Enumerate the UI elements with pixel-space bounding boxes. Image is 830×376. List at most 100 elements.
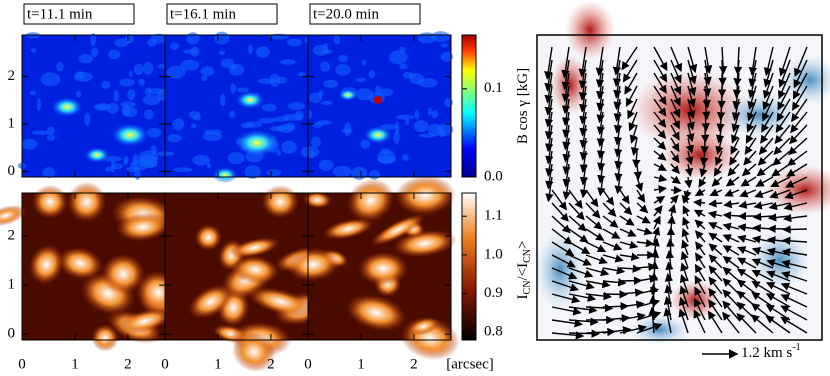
velocity-arrow (724, 188, 740, 197)
label-part: CN (522, 249, 533, 263)
x-unit: [arcsec] (446, 356, 493, 372)
velocity-arrow (619, 288, 644, 297)
field-texture (431, 110, 438, 119)
velocity-arrow (614, 163, 623, 182)
velocity-arrow (686, 111, 695, 131)
velocity-arrow (648, 306, 657, 334)
field-texture (440, 51, 453, 62)
velocity-arrow (729, 150, 740, 166)
field-texture (104, 166, 113, 172)
field-texture (393, 131, 400, 144)
field-texture (134, 166, 141, 180)
time-label: t=20.0 min (313, 6, 379, 22)
x-tick-label: 0 (304, 356, 312, 372)
field-blob (212, 167, 238, 183)
field-texture (284, 122, 296, 131)
velocity-arrow (597, 163, 606, 184)
field-texture (402, 71, 414, 79)
velocity-arrow (715, 150, 723, 167)
colorbar (461, 192, 477, 341)
field-texture (361, 59, 366, 66)
velocity-arrow (602, 202, 617, 217)
field-texture (444, 98, 453, 108)
x-tick-label: 1 (71, 356, 79, 372)
label-part: /<I (515, 263, 531, 281)
velocity-arrow (756, 163, 774, 177)
velocity-arrow (545, 176, 554, 203)
field-patch (565, 0, 615, 60)
velocity-arrow (562, 163, 571, 188)
field-texture (308, 109, 313, 120)
velocity-arrow (613, 111, 623, 134)
field-texture (130, 159, 149, 171)
velocity-arrow (770, 176, 791, 188)
field-texture (275, 76, 288, 84)
velocity-arrow (670, 59, 682, 84)
x-tick-label: 0 (18, 356, 26, 372)
velocity-arrow (737, 257, 757, 269)
velocity-arrow (568, 267, 594, 278)
granule (194, 224, 222, 251)
field-texture (236, 87, 249, 93)
field-texture (312, 44, 329, 56)
velocity-arrow (769, 189, 791, 199)
velocity-arrow (602, 228, 621, 239)
velocity-arrow (670, 175, 681, 184)
velocity-arrow (551, 331, 585, 340)
velocity-arrow (568, 215, 587, 232)
granule (232, 331, 276, 373)
field-texture (394, 121, 400, 135)
velocity-arrow (596, 111, 605, 136)
velocity-arrow (602, 254, 624, 263)
field-texture (169, 42, 180, 50)
velocity-arrow (653, 205, 663, 217)
field-texture (377, 150, 396, 164)
y-tick-label: 2 (8, 68, 16, 84)
velocity-arrow (585, 279, 611, 289)
velocity-arrow (653, 150, 667, 161)
velocity-arrow (545, 137, 554, 165)
time-box (166, 3, 278, 25)
velocity-arrow (722, 266, 740, 282)
velocity-arrow (713, 163, 723, 177)
velocity-arrow (579, 137, 588, 161)
velocity-arrow (568, 329, 601, 338)
velocity-arrow (619, 312, 646, 321)
velocity-arrow (693, 209, 706, 218)
velocity-arrow (597, 150, 606, 172)
field-texture (122, 106, 138, 118)
field-texture (218, 50, 226, 56)
velocity-arrow (579, 150, 589, 174)
field-texture (138, 78, 145, 86)
velocity-arrow (782, 225, 808, 234)
field-texture (101, 80, 111, 89)
field-texture (229, 110, 236, 119)
field-texture (42, 167, 56, 178)
field-texture (248, 44, 253, 55)
field-texture (300, 146, 320, 159)
field-blob (84, 147, 110, 163)
label-part: B cos γ [kG] (515, 68, 531, 144)
velocity-arrow (619, 240, 639, 249)
field-texture (276, 149, 282, 156)
velocity-arrow (585, 267, 610, 277)
velocity-arrow (760, 124, 774, 144)
velocity-arrow (723, 199, 740, 209)
velocity-arrow (746, 98, 757, 122)
field-texture (56, 61, 64, 72)
field-texture (337, 54, 348, 63)
velocity-arrow (670, 124, 680, 141)
field-texture (282, 113, 303, 121)
velocity-arrow (551, 293, 581, 304)
velocity-arrow (787, 150, 808, 167)
velocity-arrow (780, 316, 808, 334)
field-blob (235, 91, 265, 109)
granule (116, 212, 171, 242)
velocity-arrow (561, 98, 571, 127)
velocity-arrow (762, 98, 774, 122)
field-texture (128, 70, 133, 78)
velocity-arrow (670, 137, 680, 153)
field-texture (91, 47, 99, 58)
field-texture (333, 35, 341, 45)
velocity-arrow (715, 124, 725, 144)
